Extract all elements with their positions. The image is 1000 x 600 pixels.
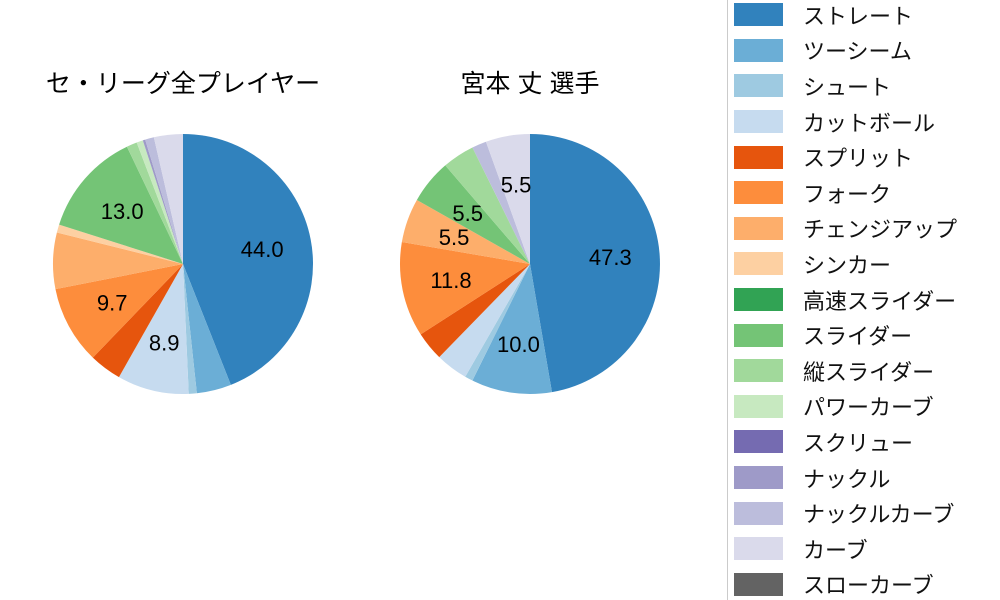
legend-item-フォーク: フォーク xyxy=(728,175,1000,211)
legend-item-スクリュー: スクリュー xyxy=(728,424,1000,460)
pie-slice-フォーク xyxy=(400,242,530,335)
legend-swatch xyxy=(734,572,783,596)
pie-slice-value-label: 47.3 xyxy=(589,245,632,270)
legend-swatch xyxy=(734,38,783,62)
legend-label: パワーカーブ xyxy=(803,395,934,421)
pie-slice-value-label: 5.5 xyxy=(452,201,483,226)
pie-slice-チェンジアップ xyxy=(52,232,183,290)
legend-swatch xyxy=(734,394,783,418)
legend-item-カーブ: カーブ xyxy=(728,531,1000,567)
pie-slice-カットボール xyxy=(118,264,189,394)
legend-item-カットボール: カットボール xyxy=(728,104,1000,140)
pie-slice-スライダー xyxy=(416,165,530,264)
pie-slice-value-label: 13.0 xyxy=(101,199,144,224)
legend-label: ナックル xyxy=(803,466,891,492)
pie-slice-パワーカーブ xyxy=(136,140,183,264)
legend-item-スライダー: スライダー xyxy=(728,317,1000,353)
legend-label: ツーシーム xyxy=(803,39,912,65)
pie-slice-カーブ xyxy=(485,134,530,264)
pie-slice-value-label: 9.7 xyxy=(97,291,128,316)
legend-label: スローカーブ xyxy=(803,573,934,599)
legend-swatch xyxy=(734,74,783,98)
pie-slice-シュート xyxy=(183,264,197,394)
legend-swatch xyxy=(734,501,783,525)
pie-slice-縦スライダー xyxy=(126,142,183,264)
legend-item-スローカーブ: スローカーブ xyxy=(728,567,1000,600)
pie-slice-value-label: 8.9 xyxy=(149,330,180,355)
pie-slice-スプリット xyxy=(420,264,530,358)
legend-label: スプリット xyxy=(803,146,914,172)
legend-item-シュート: シュート xyxy=(728,68,1000,104)
pie-slice-value-label: 10.0 xyxy=(497,332,540,357)
pie-slice-ストレート xyxy=(183,134,314,385)
legend-item-シンカー: シンカー xyxy=(728,246,1000,282)
legend-label: シュート xyxy=(803,74,892,100)
legend-swatch xyxy=(734,216,783,240)
pie-slice-ツーシーム xyxy=(183,264,231,394)
legend-label: シンカー xyxy=(803,252,892,278)
legend-item-高速スライダー: 高速スライダー xyxy=(728,282,1000,318)
pie-slice-ナックルカーブ xyxy=(145,137,183,264)
pie-slice-シンカー xyxy=(56,224,183,264)
legend-label: スクリュー xyxy=(803,430,914,456)
legend-label: チェンジアップ xyxy=(803,217,958,243)
legend-label: スライダー xyxy=(803,324,913,350)
pie-slice-value-label: 5.5 xyxy=(439,225,470,250)
pie-title-league: セ・リーグ全プレイヤー xyxy=(45,70,321,98)
pie-slice-カーブ xyxy=(153,134,183,264)
pitch-type-legend: ストレートツーシームシュートカットボール スプリットフォークチェンジアップ シンカー… xyxy=(727,0,1000,600)
pie-slice-縦スライダー xyxy=(445,147,530,264)
pie-slice-シュート xyxy=(465,264,530,381)
legend-item-スプリット: スプリット xyxy=(728,139,1000,175)
legend-swatch xyxy=(734,430,783,454)
pie-chart-league: 44.0 8.9 9.7 13.0 xyxy=(52,134,314,394)
pie-chart-player: 47.310.011.85.55.55.5 xyxy=(400,134,660,394)
legend-label: ナックルカーブ xyxy=(803,502,955,528)
legend-label: カットボール xyxy=(803,110,936,136)
pie-title-player: 宮本 丈 選手 xyxy=(460,70,600,98)
legend-label: 高速スライダー xyxy=(803,288,957,314)
legend-label: 縦スライダー xyxy=(803,359,935,385)
pie-slice-カットボール xyxy=(439,264,530,377)
legend-item-ツーシーム: ツーシーム xyxy=(728,33,1000,69)
legend-swatch xyxy=(734,145,783,169)
legend-swatch xyxy=(734,3,783,27)
pie-slice-ツーシーム xyxy=(472,264,552,394)
legend-item-チェンジアップ: チェンジアップ xyxy=(728,211,1000,247)
legend-swatch xyxy=(734,252,783,276)
pie-slice-スライダー xyxy=(59,146,183,264)
pie-slice-ストレート xyxy=(530,134,660,393)
legend-item-パワーカーブ: パワーカーブ xyxy=(728,389,1000,425)
pie-slice-value-label: 44.0 xyxy=(241,237,284,262)
pie-slice-ナックル xyxy=(142,139,183,264)
legend-item-縦スライダー: 縦スライダー xyxy=(728,353,1000,389)
legend-swatch xyxy=(734,323,783,347)
pie-slice-value-label: 5.5 xyxy=(501,173,532,198)
pie-slice-チェンジアップ xyxy=(401,199,530,264)
pie-slice-フォーク xyxy=(55,264,183,358)
legend-swatch xyxy=(734,537,783,561)
legend-item-ナックル: ナックル xyxy=(728,460,1000,496)
pie-slice-スプリット xyxy=(92,264,183,378)
legend-list: ストレートツーシームシュートカットボール スプリットフォークチェンジアップ シンカー… xyxy=(728,0,1000,600)
legend-swatch xyxy=(734,466,783,490)
legend-swatch xyxy=(734,359,783,383)
legend-item-ナックルカーブ: ナックルカーブ xyxy=(728,495,1000,531)
legend-swatch xyxy=(734,288,783,312)
legend-label: フォーク xyxy=(803,181,892,207)
pie-slice-ナックルカーブ xyxy=(472,141,530,264)
pie-slice-value-label: 11.8 xyxy=(430,268,471,293)
legend-label: ストレート xyxy=(803,3,914,29)
legend-item-ストレート: ストレート xyxy=(728,0,1000,33)
legend-label: カーブ xyxy=(803,537,868,563)
legend-swatch xyxy=(734,110,783,134)
legend-swatch xyxy=(734,181,783,205)
